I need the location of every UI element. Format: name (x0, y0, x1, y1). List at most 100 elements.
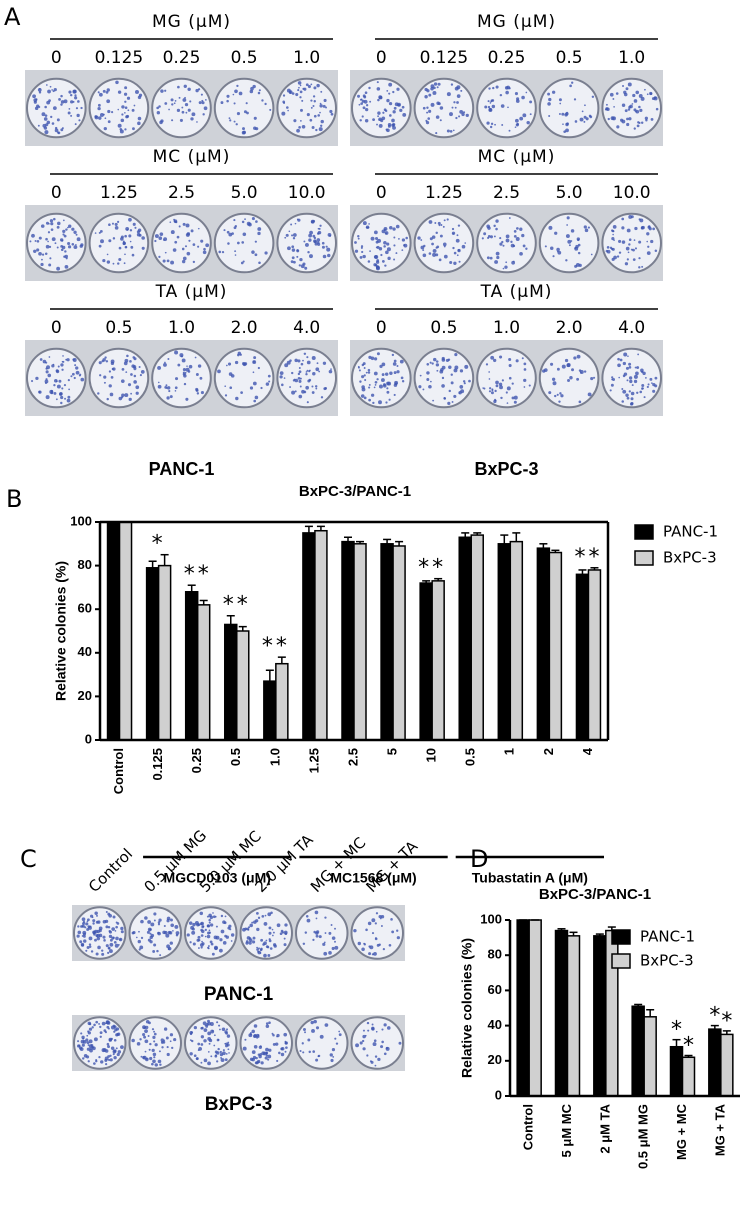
well (476, 347, 537, 409)
colony (157, 365, 162, 370)
colony (312, 372, 316, 376)
colony (301, 99, 304, 102)
colony (90, 950, 94, 953)
colony (318, 127, 323, 132)
colony (299, 385, 302, 388)
colony (173, 1037, 177, 1042)
well (350, 1016, 404, 1070)
colony (434, 222, 437, 224)
colony (107, 1045, 110, 1049)
bar (681, 1056, 696, 1097)
colony (222, 1051, 226, 1056)
colony (357, 235, 360, 238)
colony (246, 936, 251, 940)
colony (309, 254, 313, 259)
colony (633, 99, 638, 103)
colony (116, 922, 120, 925)
colony (196, 121, 198, 123)
colony (166, 944, 171, 949)
colony (430, 380, 432, 383)
colony (564, 113, 568, 117)
colony (301, 124, 306, 129)
colony (112, 915, 116, 919)
colony (375, 912, 379, 915)
colony (158, 255, 161, 259)
colony (383, 226, 388, 231)
colony (638, 266, 641, 269)
colony (77, 925, 80, 928)
x-tick-label: 0.5 (228, 748, 243, 766)
colony (361, 363, 365, 367)
bar (516, 919, 530, 1097)
colony (332, 1056, 335, 1058)
colony (227, 1048, 230, 1051)
colony (172, 930, 174, 932)
colony (448, 365, 452, 370)
colony (307, 1038, 311, 1042)
error-bar (160, 553, 169, 566)
colony (548, 391, 552, 395)
colony (358, 103, 361, 106)
colony (234, 254, 237, 256)
colony (285, 106, 289, 109)
colony (253, 116, 257, 120)
colony (377, 111, 381, 115)
x-tick-label: MG + TA (712, 1103, 727, 1156)
colony (298, 394, 303, 399)
colony (221, 250, 225, 254)
y-tick-label: 0 (495, 1087, 502, 1102)
colony (246, 221, 251, 226)
colony (396, 929, 399, 932)
colony (99, 92, 103, 97)
colony (312, 219, 316, 223)
colony (304, 1031, 307, 1034)
colony (440, 224, 443, 226)
colony (381, 116, 386, 121)
colony (310, 99, 313, 102)
colony (484, 105, 488, 109)
colony (513, 395, 518, 400)
x-tick-label: 0.5 μM MG (636, 1104, 651, 1169)
colony (29, 240, 32, 243)
colony (224, 394, 228, 397)
colony (644, 88, 646, 91)
colony (128, 397, 132, 402)
colony (248, 1033, 253, 1038)
colony (108, 949, 113, 954)
colony (226, 94, 230, 98)
colony (147, 927, 152, 932)
colony (458, 260, 461, 263)
colony (269, 108, 272, 111)
colony (289, 91, 292, 94)
colony (109, 392, 114, 397)
colony (395, 252, 398, 255)
colony (175, 931, 180, 935)
colony (621, 388, 624, 391)
concentration-label: 10.0 (613, 183, 651, 203)
colony (514, 126, 517, 128)
colony (330, 368, 332, 370)
colony (505, 90, 509, 95)
colony (297, 359, 301, 363)
colony (630, 397, 634, 401)
colony (633, 379, 638, 384)
colony (158, 918, 162, 922)
colony (114, 222, 118, 227)
well (476, 212, 537, 274)
colony (113, 940, 117, 944)
colony (391, 930, 395, 934)
colony (223, 921, 227, 925)
colony (360, 245, 364, 248)
colony (115, 1033, 119, 1037)
colony (624, 109, 628, 113)
colony (154, 234, 159, 239)
colony (294, 378, 299, 383)
colony (361, 385, 365, 389)
colony (465, 113, 469, 118)
colony (171, 1046, 174, 1050)
colony (561, 364, 566, 369)
colony (256, 948, 259, 951)
colony (378, 95, 383, 100)
colony (113, 1038, 117, 1042)
